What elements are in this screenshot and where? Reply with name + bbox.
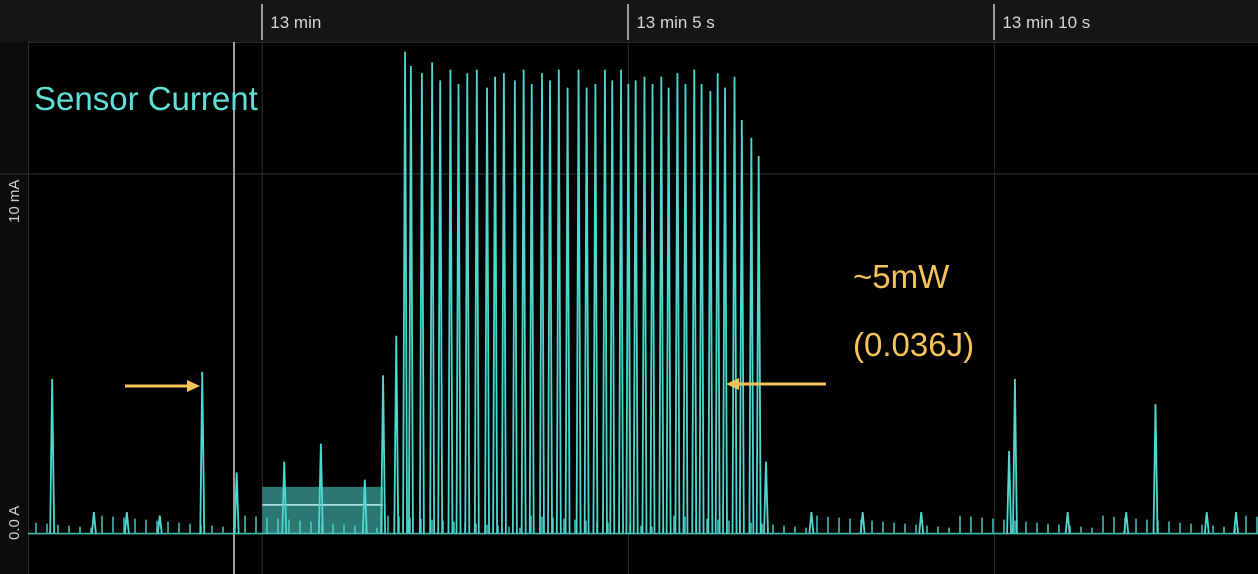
- current-spike: [1006, 450, 1012, 534]
- current-spike: [437, 80, 444, 534]
- current-spike: [281, 461, 288, 534]
- timeline-tick: 13 min 5 s: [627, 4, 715, 40]
- current-spike: [233, 472, 240, 534]
- current-spike: [90, 511, 97, 534]
- current-spike: [492, 76, 499, 534]
- current-spike: [473, 69, 480, 534]
- current-spike: [731, 76, 738, 534]
- current-spike: [632, 80, 639, 534]
- timeline-ruler[interactable]: 13 min 13 min 5 s 13 min 10 s: [0, 0, 1258, 43]
- current-spike: [763, 461, 769, 534]
- current-spike: [555, 69, 562, 534]
- current-spike: [641, 76, 648, 534]
- current-spike: [918, 511, 925, 534]
- current-spike: [674, 73, 681, 534]
- power-annotation: ~5mW: [853, 258, 950, 295]
- current-spike: [199, 371, 206, 534]
- current-spike: [698, 83, 705, 534]
- current-spike: [714, 73, 721, 534]
- timeline-tick: 13 min 10 s: [993, 4, 1090, 40]
- current-spike: [738, 119, 745, 534]
- timeline-tick-label: 13 min: [270, 13, 322, 32]
- current-spike: [649, 83, 656, 534]
- current-spike: [682, 83, 689, 534]
- current-spike: [123, 511, 130, 534]
- current-spike: [464, 73, 471, 534]
- current-spike: [1152, 404, 1159, 534]
- current-spike: [393, 335, 400, 534]
- y-axis: [0, 42, 29, 574]
- current-spike: [539, 73, 545, 534]
- current-spike: [317, 443, 324, 534]
- current-spike: [380, 375, 386, 534]
- energy-annotation: (0.036J): [853, 326, 975, 363]
- current-spike: [575, 69, 582, 534]
- current-spike: [511, 80, 518, 534]
- current-spike: [429, 62, 436, 534]
- chart-title: Sensor Current: [34, 80, 258, 117]
- current-spike: [402, 51, 408, 534]
- current-spike: [722, 87, 728, 534]
- current-spike: [49, 378, 56, 534]
- timeline-tick-label: 13 min 5 s: [636, 13, 715, 32]
- current-spike: [748, 137, 755, 534]
- timeline-tick-label: 13 min 10 s: [1002, 13, 1091, 32]
- current-spike: [691, 69, 698, 534]
- current-spike: [808, 511, 815, 534]
- current-spike: [592, 83, 599, 534]
- current-spike: [418, 73, 425, 534]
- current-spike: [583, 87, 590, 534]
- current-spike: [455, 83, 462, 534]
- current-spike: [602, 69, 608, 534]
- current-spike: [520, 69, 527, 534]
- current-spike: [484, 87, 490, 534]
- timeline-tick: 13 min: [261, 4, 321, 40]
- current-spike: [1233, 511, 1239, 534]
- current-spike: [658, 76, 665, 534]
- current-spike: [447, 69, 454, 534]
- current-spike: [609, 80, 616, 534]
- arrow-right-icon: [187, 380, 200, 392]
- current-spike: [618, 69, 624, 534]
- current-spike: [1064, 511, 1071, 534]
- current-spike: [707, 91, 714, 534]
- current-spike: [1012, 378, 1018, 534]
- current-spike: [665, 87, 672, 534]
- current-spike: [1123, 511, 1130, 534]
- arrow-left-icon: [726, 378, 739, 390]
- current-spike: [547, 80, 553, 534]
- current-spike: [528, 83, 535, 534]
- current-spike: [500, 73, 507, 534]
- current-spike: [755, 155, 762, 534]
- current-spike: [156, 515, 163, 534]
- current-spike: [625, 83, 632, 534]
- current-spike: [408, 65, 414, 534]
- current-spike: [564, 87, 571, 534]
- current-spike: [1203, 511, 1210, 534]
- current-spike: [361, 479, 368, 534]
- current-spike: [859, 511, 866, 534]
